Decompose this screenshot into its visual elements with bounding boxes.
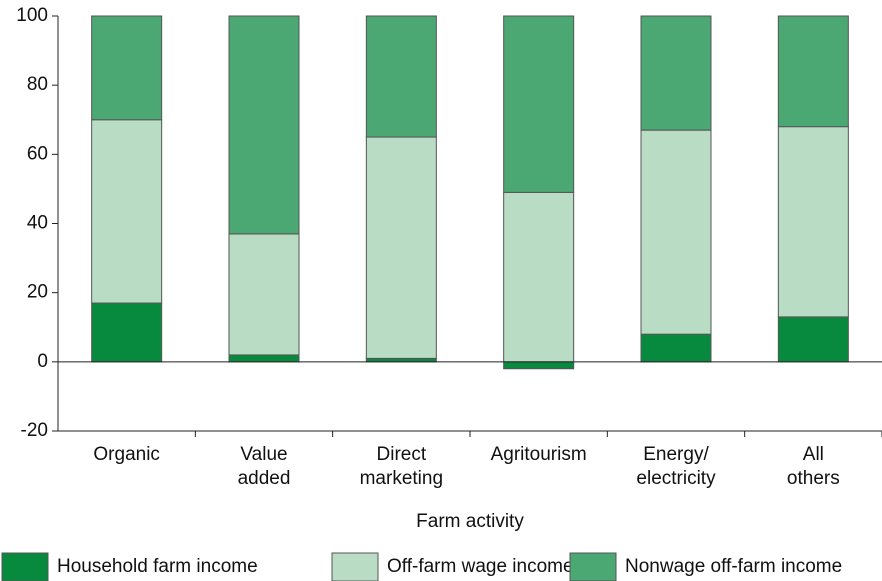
bar-segment (91, 302, 163, 363)
bar-segment (777, 126, 849, 318)
legend-label: Household farm income (57, 556, 258, 577)
y-tick-label: 0 (37, 351, 48, 372)
bar-segment (503, 361, 575, 370)
x-tick-label: All others (786, 444, 840, 489)
y-tick-label: 80 (27, 74, 48, 95)
bar-segment (503, 15, 575, 193)
x-tick-label: Agritourism (490, 444, 587, 465)
y-tick-label: -20 (21, 420, 48, 441)
x-tick-label: Organic (93, 444, 160, 465)
bar-segment (228, 233, 300, 356)
legend-swatch (569, 552, 617, 581)
legend-swatch (1, 552, 49, 581)
x-axis-title: Farm activity (416, 511, 524, 532)
x-tick-label: Value added (237, 444, 291, 489)
bar-segment (228, 15, 300, 235)
bar-segment (777, 15, 849, 128)
bar-segment (91, 15, 163, 121)
x-tick-label: Energy/ electricity (636, 444, 716, 489)
bar-segment (640, 129, 712, 335)
legend-label: Off-farm wage income (387, 556, 574, 577)
bar-segment (228, 354, 300, 363)
legend-label: Nonwage off-farm income (625, 556, 842, 577)
bar-segment (640, 333, 712, 363)
bar-segment (777, 316, 849, 363)
bar-segment (365, 15, 437, 138)
bar-segment (640, 15, 712, 131)
y-tick-label: 60 (27, 143, 48, 164)
y-tick-label: 100 (16, 5, 48, 26)
bar-segment (503, 191, 575, 363)
y-tick-label: 20 (27, 282, 48, 303)
bar-segment (91, 119, 163, 304)
bar-segment (365, 357, 437, 363)
legend-swatch (331, 552, 379, 581)
y-tick-label: 40 (27, 213, 48, 234)
bar-segment (365, 136, 437, 359)
x-tick-label: Direct marketing (359, 444, 444, 489)
